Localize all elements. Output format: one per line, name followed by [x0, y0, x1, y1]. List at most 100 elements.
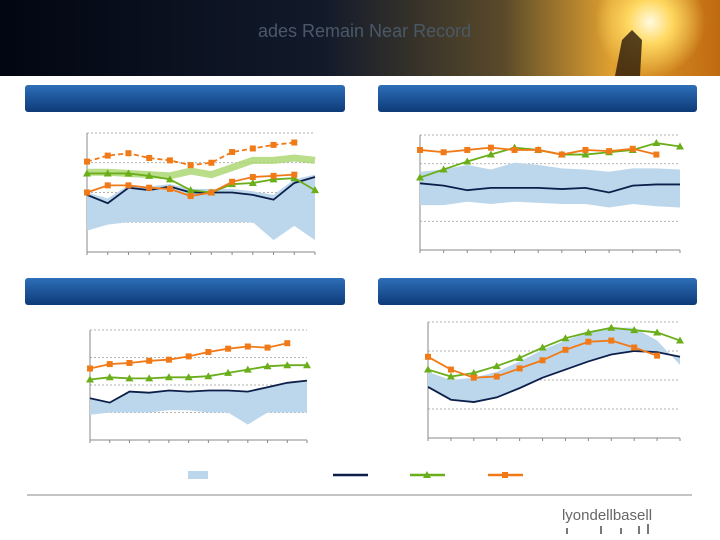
square-marker [291, 171, 298, 178]
triangle-marker [204, 372, 213, 380]
square-marker [493, 373, 500, 380]
square-marker [511, 146, 518, 153]
triangle-marker [303, 361, 311, 369]
square-marker [187, 162, 194, 169]
triangle-marker [83, 169, 91, 177]
square-marker [249, 145, 256, 152]
square-marker [535, 146, 542, 153]
triangle-marker [423, 471, 431, 478]
square-marker [487, 144, 494, 151]
triangle-marker [424, 365, 432, 373]
square-marker [229, 178, 236, 185]
square-marker [270, 141, 277, 148]
triangle-marker [184, 373, 193, 381]
square-marker [208, 189, 215, 196]
triangle-marker [224, 368, 233, 376]
chart [86, 329, 311, 443]
square-marker [582, 146, 589, 153]
chart [424, 321, 684, 441]
series-line [427, 326, 681, 378]
chart [416, 134, 684, 253]
panel-header [378, 278, 697, 305]
triangle-marker [463, 157, 472, 165]
triangle-marker [165, 175, 174, 183]
square-marker [417, 146, 423, 153]
triangle-marker [145, 171, 154, 179]
range-band [428, 327, 680, 403]
square-marker [606, 148, 613, 155]
chart [83, 132, 319, 255]
legend-swatch [188, 471, 208, 479]
triangle-marker [125, 374, 134, 382]
square-marker [447, 366, 454, 373]
triangle-marker [416, 173, 424, 181]
square-marker [249, 174, 256, 181]
square-marker [654, 352, 661, 359]
square-marker [104, 182, 111, 189]
square-marker [125, 182, 132, 189]
square-marker [464, 146, 471, 153]
square-marker [84, 158, 90, 165]
square-marker [229, 149, 236, 156]
logo: lyondellbasell [562, 507, 652, 524]
square-marker [185, 353, 192, 360]
triangle-marker [676, 142, 684, 150]
header-figure [615, 30, 642, 76]
square-marker [653, 151, 660, 158]
triangle-marker [103, 169, 112, 177]
square-marker [208, 159, 215, 166]
square-marker [126, 360, 133, 366]
triangle-marker [86, 375, 94, 383]
square-marker [165, 356, 172, 363]
range-band [90, 380, 307, 425]
triangle-marker [105, 373, 114, 381]
triangle-marker [607, 323, 616, 331]
square-marker [104, 152, 111, 159]
square-marker [502, 472, 508, 478]
triangle-marker [145, 374, 154, 382]
square-marker [264, 344, 271, 351]
square-marker [146, 357, 153, 364]
square-marker [146, 184, 153, 191]
triangle-marker [439, 165, 448, 173]
triangle-marker [676, 336, 684, 344]
series-line [427, 350, 681, 403]
square-marker [87, 365, 93, 372]
square-marker [440, 149, 447, 156]
square-marker [166, 157, 173, 164]
square-marker [562, 346, 569, 353]
triangle-marker [311, 186, 319, 194]
triangle-marker [561, 334, 570, 342]
series-line [87, 172, 316, 194]
triangle-marker [492, 362, 501, 370]
triangle-marker [581, 150, 590, 158]
panel-header [25, 278, 345, 305]
square-marker [106, 361, 113, 368]
triangle-marker [269, 175, 278, 183]
square-marker [146, 154, 153, 161]
square-marker [284, 340, 291, 347]
range-band [420, 162, 680, 208]
square-marker [425, 353, 431, 360]
panel-header [25, 85, 345, 112]
series-line [419, 182, 680, 194]
triangle-marker [652, 139, 661, 147]
square-marker [270, 172, 277, 179]
square-marker [558, 151, 565, 158]
triangle-marker [486, 150, 495, 158]
triangle-marker [446, 372, 455, 380]
slide-title: ades Remain Near Record [258, 21, 471, 41]
triangle-marker [515, 353, 524, 361]
triangle-marker [538, 343, 547, 351]
square-marker [166, 185, 173, 192]
triangle-marker [584, 328, 593, 336]
square-marker [585, 338, 592, 345]
triangle-marker [630, 326, 639, 334]
triangle-marker [164, 373, 173, 381]
series-line [89, 379, 308, 404]
triangle-marker [283, 361, 292, 369]
square-marker [631, 344, 638, 351]
triangle-marker [124, 169, 133, 177]
